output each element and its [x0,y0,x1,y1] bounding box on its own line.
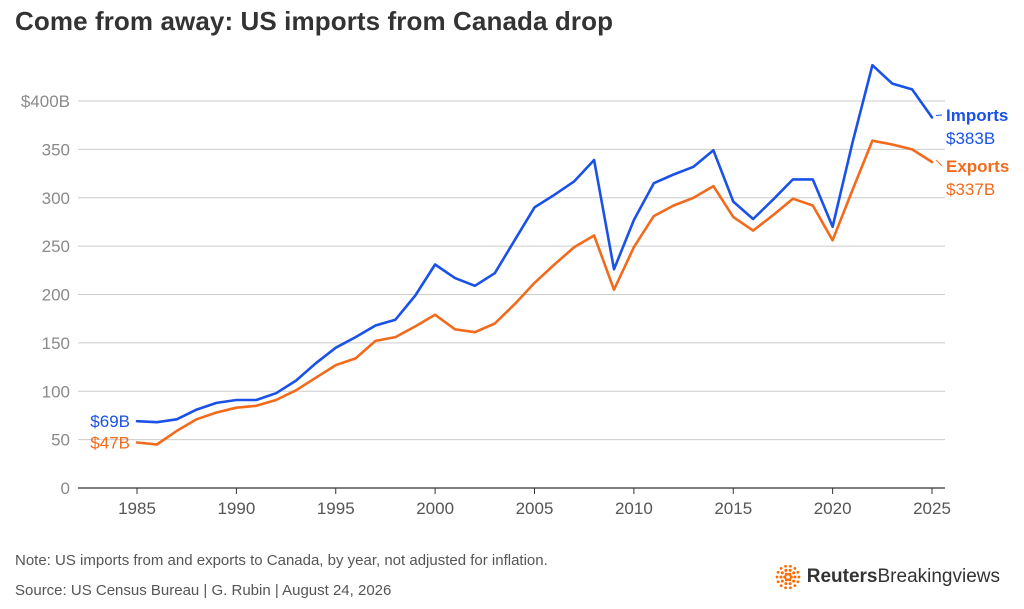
y-tick-label: 250 [42,237,70,256]
x-tick-label: 1985 [118,499,156,518]
x-axis-ticks: 1985 1990 1995 2000 2005 2010 2015 2020 2025 [118,488,951,518]
start-value-label-exports: $47B [90,434,130,453]
series-labels: $69B Imports $383B $47B Exports $337B [90,106,1009,453]
chart-title: Come from away: US imports from Canada d… [15,6,614,36]
series-name-label-exports: Exports [946,157,1009,176]
start-value-label-imports: $69B [90,412,130,431]
x-tick-label: 2020 [814,499,852,518]
y-tick-label: $400B [21,92,70,111]
chart-source: Source: US Census Bureau | G. Rubin | Au… [15,582,392,599]
x-tick-label: 2010 [615,499,653,518]
brand-name-regular: Breakingviews [877,566,1001,587]
y-tick-label: 100 [42,382,70,401]
series-line-exports [135,139,934,446]
y-tick-label: 50 [51,431,70,450]
y-tick-label: 150 [42,334,70,353]
series-line-imports [135,63,934,424]
end-value-label-imports: $383B [946,129,995,148]
y-tick-label: 200 [42,286,70,305]
end-value-label-exports: $337B [946,180,995,199]
grid-lines [78,100,945,489]
y-axis-ticks: 0 50 100 150 200 250 300 350 $400B [21,92,70,498]
reuters-logo-icon [775,564,801,590]
x-tick-label: 1995 [317,499,355,518]
x-tick-label: 2005 [516,499,554,518]
x-tick-label: 1990 [217,499,255,518]
leader-line-exports [935,159,943,167]
series-name-label-imports: Imports [946,106,1008,125]
y-tick-label: 350 [42,140,70,159]
x-tick-label: 2015 [714,499,752,518]
reuters-breakingviews-logo: ReutersBreakingviews [775,564,1000,590]
chart-note: Note: US imports from and exports to Can… [15,552,548,569]
series-group [135,63,934,446]
brand-name-bold: Reuters [806,566,878,587]
x-tick-label: 2000 [416,499,454,518]
y-tick-label: 300 [42,189,70,208]
x-tick-label: 2025 [913,499,951,518]
y-tick-label: 0 [61,479,70,498]
chart: 0 50 100 150 200 250 300 350 $400B 1985 1990 1995 2… [21,63,1009,518]
